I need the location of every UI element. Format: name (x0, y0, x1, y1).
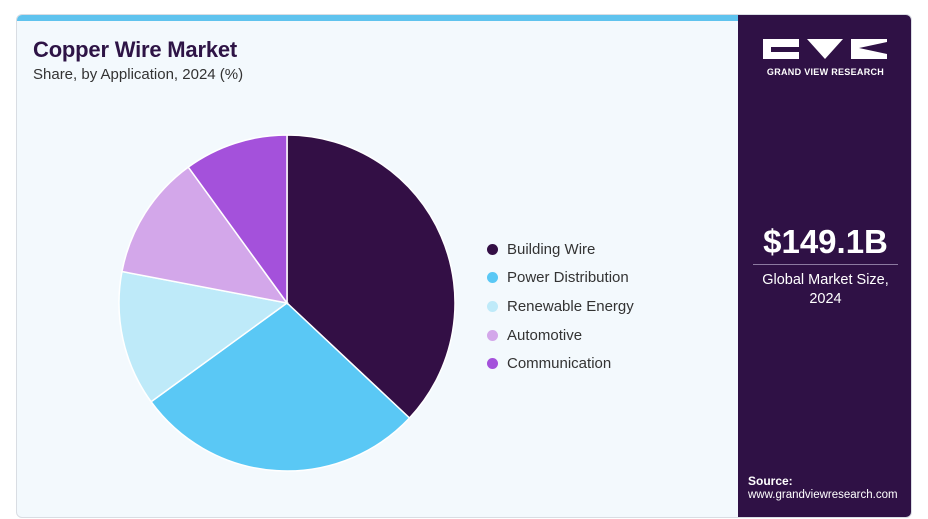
pie-slice-building-wire (286, 134, 456, 420)
pie-chart (118, 134, 456, 472)
divider (753, 264, 898, 265)
pie-slice-renewable-energy (118, 270, 289, 403)
accent-bar (17, 15, 738, 21)
legend-label: Power Distribution (507, 269, 629, 287)
pie-slice-automotive (121, 166, 289, 305)
chart-legend: Building Wire Power Distribution Renewable… (487, 235, 634, 378)
legend-item-renewable-energy: Renewable Energy (487, 292, 634, 321)
info-sidebar: GRAND VIEW RESEARCH $149.1B Global Marke… (738, 15, 911, 517)
legend-item-communication: Communication (487, 349, 634, 378)
legend-swatch (487, 243, 498, 255)
legend-swatch (487, 358, 498, 370)
legend-item-automotive: Automotive (487, 321, 634, 350)
legend-label: Building Wire (507, 240, 596, 258)
chart-card: Copper Wire Market Share, by Application… (16, 14, 912, 518)
market-size-value: $149.1B (763, 223, 888, 260)
source-label: Source: (748, 474, 793, 488)
chart-subtitle: Share, by Application, 2024 (%) (33, 66, 244, 83)
legend-label: Automotive (507, 326, 583, 344)
pie-slice-communication (187, 134, 288, 306)
brand-logo-icon (763, 39, 887, 59)
legend-swatch (487, 272, 498, 284)
legend-swatch (487, 300, 498, 312)
source-link[interactable]: www.grandviewresearch.com (748, 489, 898, 501)
brand-name: GRAND VIEW RESEARCH (766, 67, 885, 77)
market-size-label: Global Market Size, 2024 (762, 272, 889, 307)
legend-item-building-wire: Building Wire (487, 235, 634, 264)
chart-title: Copper Wire Market (33, 37, 238, 62)
pie-slice-power-distribution (150, 302, 411, 472)
legend-swatch (487, 329, 498, 341)
legend-item-power-distribution: Power Distribution (487, 264, 634, 293)
legend-label: Communication (507, 355, 612, 373)
legend-label: Renewable Energy (507, 297, 634, 315)
